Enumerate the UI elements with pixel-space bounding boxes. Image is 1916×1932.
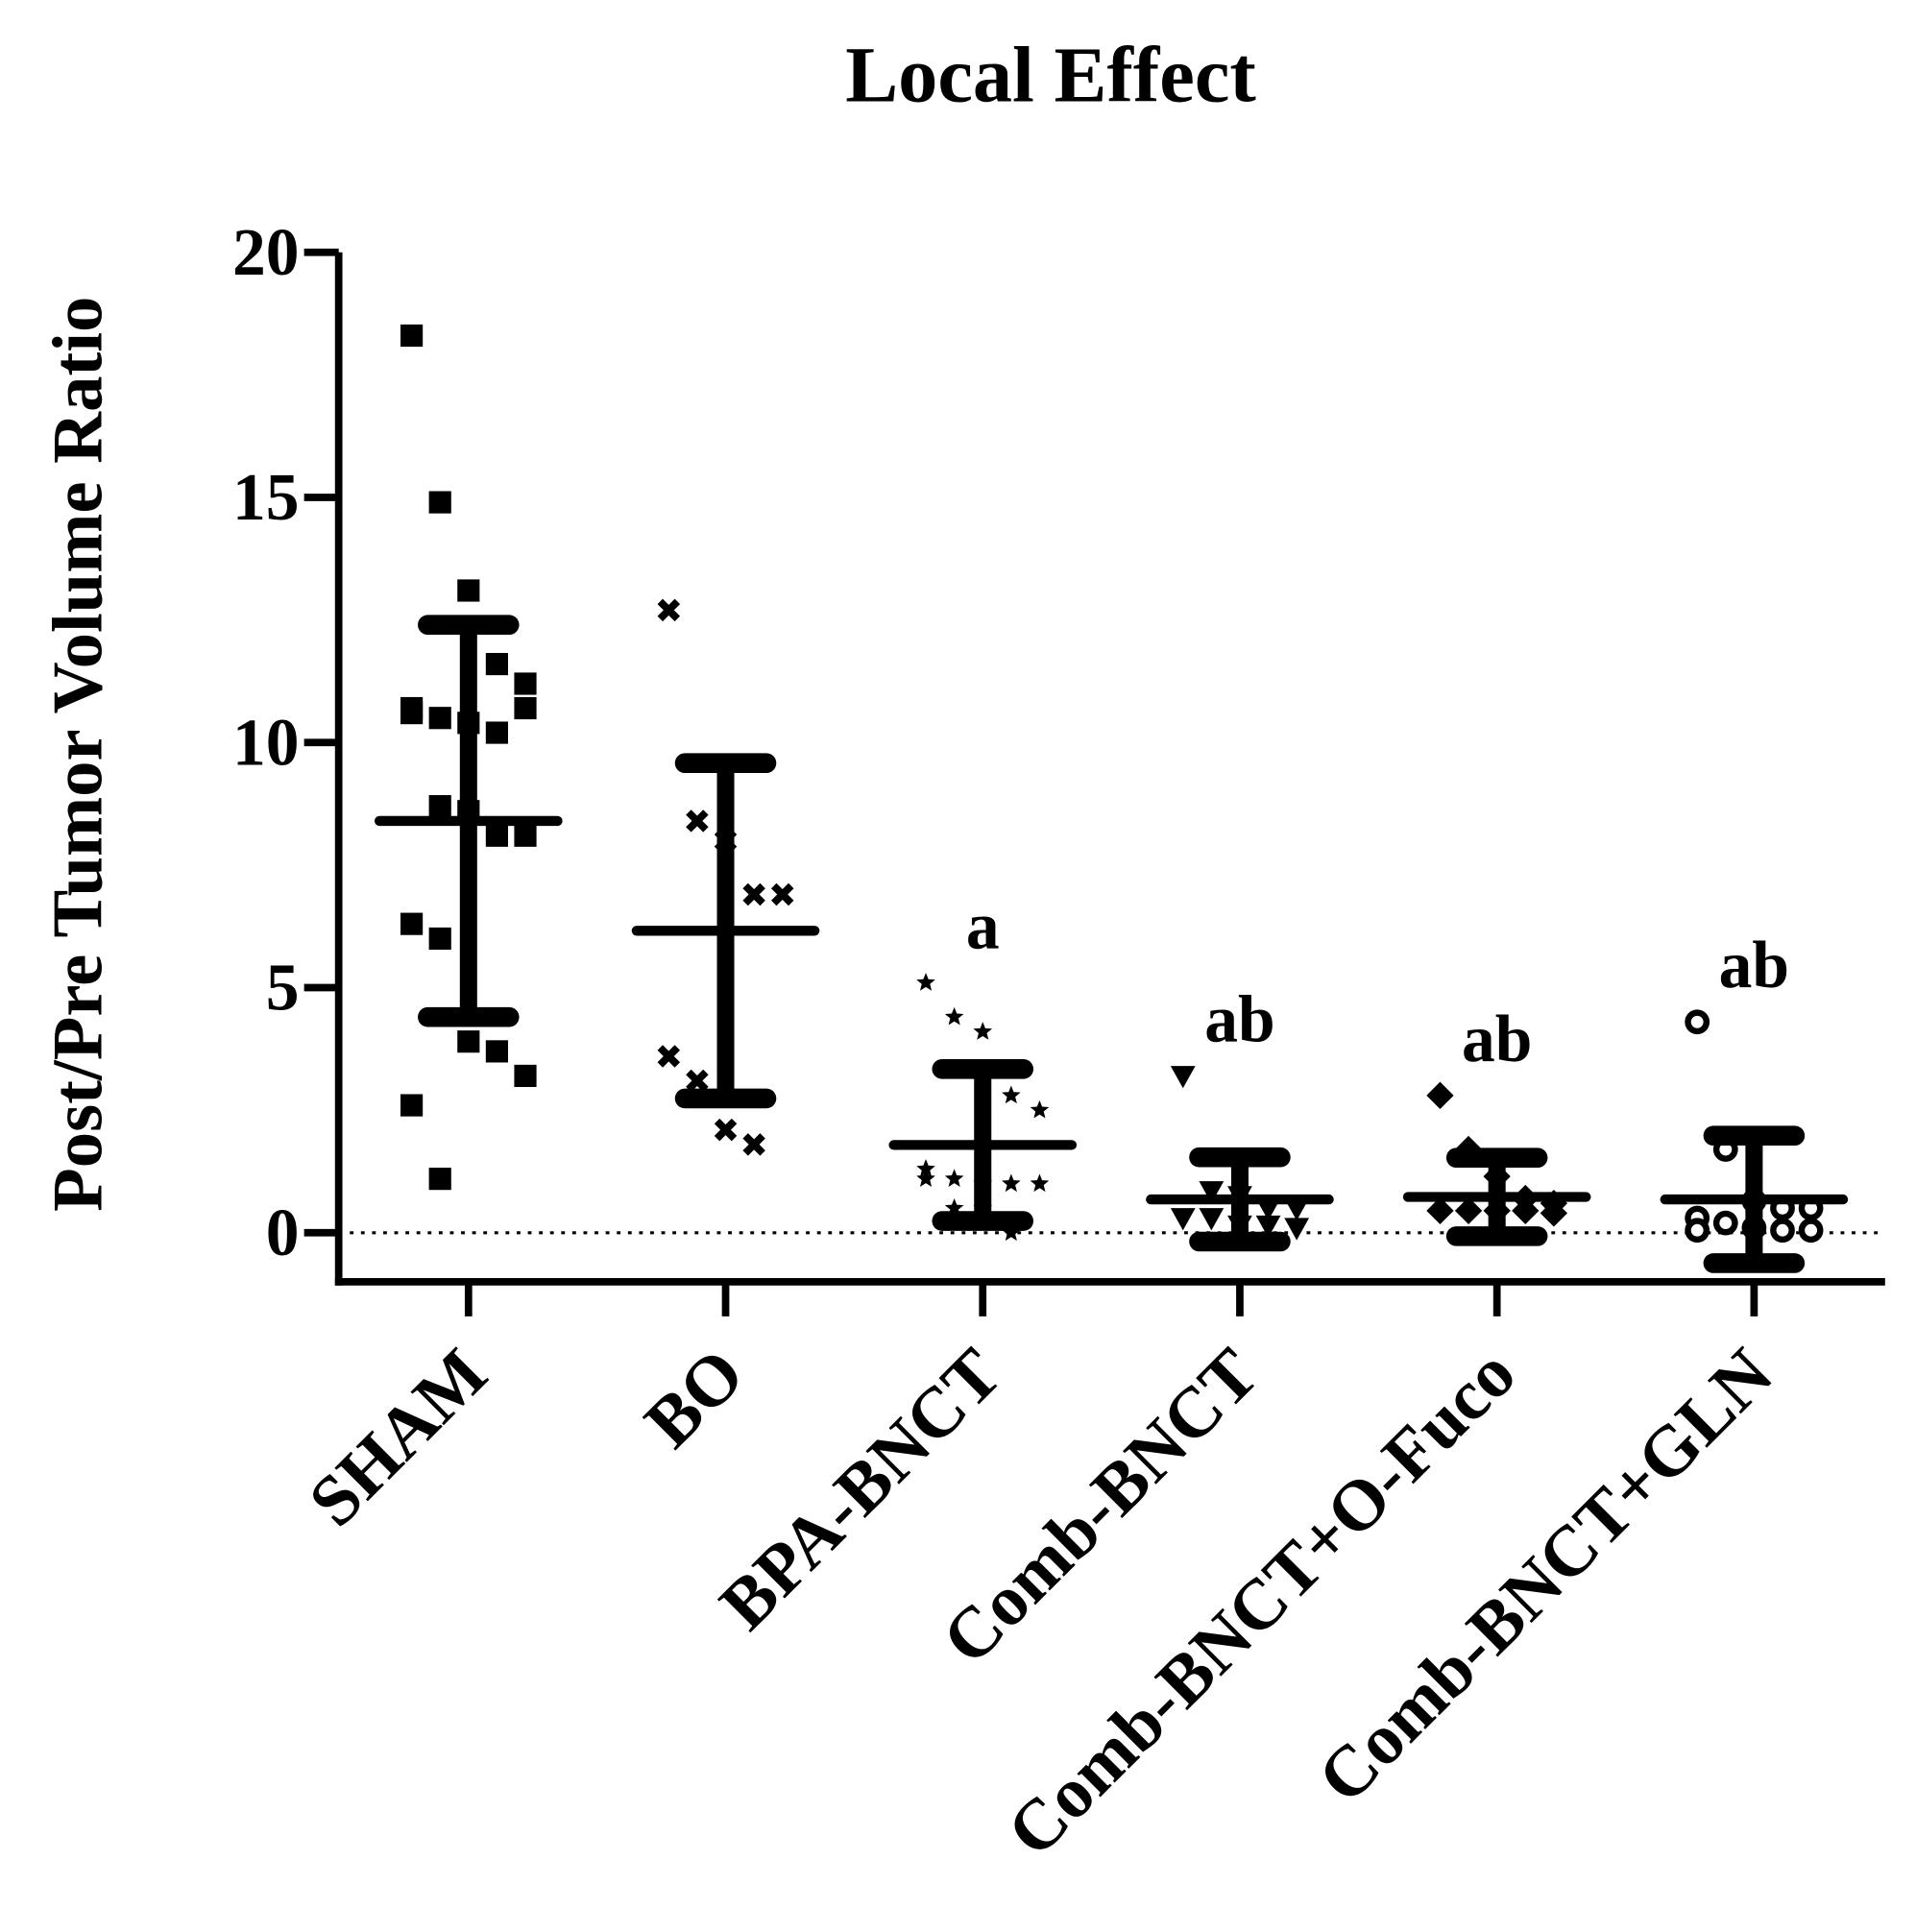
data-point: [1426, 1081, 1454, 1110]
data-point: [400, 1094, 424, 1117]
y-tick-label: 10: [232, 706, 300, 780]
data-point: [428, 707, 451, 730]
y-tick-label: 15: [232, 461, 300, 535]
data-point: [428, 491, 451, 514]
annotation: ab: [1462, 1002, 1532, 1076]
y-tick-label: 0: [266, 1196, 300, 1270]
data-point: [514, 1064, 537, 1088]
data-point: [1199, 1208, 1225, 1231]
data-point: [916, 1159, 935, 1177]
x-tick-label: SHAM: [294, 1334, 502, 1542]
data-point: [400, 912, 424, 935]
data-point: [1255, 1215, 1281, 1239]
data-point: [428, 795, 451, 818]
y-axis-label: Post/Pre Tumor Volume Ratio: [38, 297, 118, 1212]
data-point: [742, 1133, 765, 1156]
annotation: ab: [1204, 982, 1274, 1056]
data-point: [485, 1040, 508, 1063]
data-point: [457, 579, 480, 602]
data-point: [916, 973, 935, 991]
data-point: [428, 927, 451, 951]
data-point: [973, 1022, 993, 1040]
annotation: a: [966, 889, 1000, 963]
x-tick-label: BO: [630, 1334, 760, 1463]
data-point: [686, 1069, 709, 1093]
data-point: [485, 652, 508, 676]
data-point: [686, 809, 709, 833]
annotation: ab: [1719, 929, 1789, 1002]
data-point: [944, 1197, 964, 1217]
data-point: [657, 598, 681, 622]
data-point: [1199, 1181, 1225, 1204]
data-point: [400, 702, 424, 725]
data-point: [1170, 1208, 1196, 1231]
data-point: [514, 672, 537, 695]
data-point: [770, 882, 794, 906]
y-tick-label: 5: [266, 952, 300, 1026]
data-point: [1798, 1218, 1824, 1244]
data-point: [400, 324, 424, 348]
data-point: [1002, 1173, 1021, 1193]
data-point: [1002, 1085, 1021, 1104]
data-point: [1170, 1066, 1196, 1089]
data-point: [1712, 1210, 1738, 1236]
y-tick-label: 20: [232, 216, 300, 290]
x-tick-label: Comb-BNCT+O-Fuco: [992, 1334, 1531, 1872]
data-point: [428, 1168, 451, 1191]
data-point: [1030, 1173, 1050, 1193]
data-point: [457, 1030, 480, 1053]
data-point: [1030, 1099, 1050, 1119]
data-point: [485, 824, 508, 847]
data-point: [1284, 1218, 1310, 1241]
data-point: [916, 1169, 935, 1187]
data-point: [1002, 1222, 1021, 1242]
data-point: [514, 696, 537, 720]
data-point: [1770, 1218, 1795, 1244]
data-point: [944, 1006, 964, 1026]
data-point: [1685, 1218, 1710, 1244]
data-point: [1685, 1009, 1710, 1035]
data-point: [742, 882, 765, 906]
chart-title: Local Effect: [845, 32, 1256, 119]
x-tick-label: Comb-BNCT+GLN: [1302, 1334, 1787, 1819]
data-point: [514, 824, 537, 847]
data-point: [485, 721, 508, 744]
data-point: [944, 1169, 964, 1187]
data-point: [657, 1045, 681, 1068]
data-point: [714, 1118, 738, 1142]
